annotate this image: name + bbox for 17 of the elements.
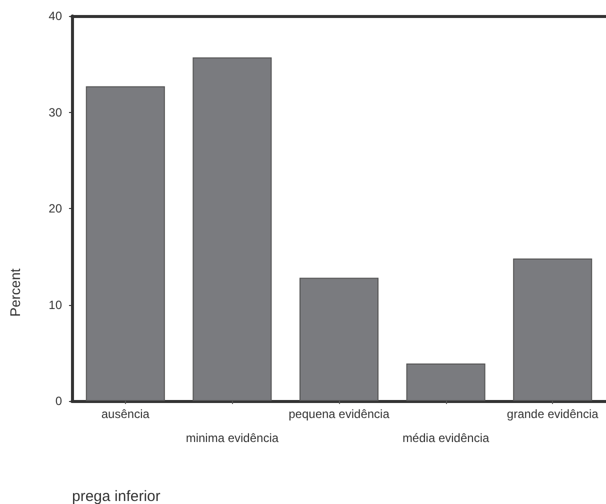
y-tick-label: 10	[48, 298, 62, 312]
y-tick-label: 20	[48, 202, 62, 216]
bar	[513, 258, 592, 401]
y-tick-label: 40	[48, 9, 62, 23]
y-axis-title: Percent	[7, 268, 23, 317]
bar	[86, 86, 165, 401]
y-tick-label: 30	[48, 105, 62, 120]
x-tick-label: minima evidência	[186, 431, 279, 445]
x-tick-label: média evidência	[402, 431, 490, 445]
x-tick-label: ausência	[101, 407, 150, 421]
bar	[406, 363, 486, 401]
x-axis-title: prega inferior	[72, 488, 160, 504]
bar	[299, 278, 379, 401]
x-tick-label: grande evidência	[506, 407, 599, 421]
y-tick-label: 0	[55, 394, 62, 408]
bar	[192, 57, 272, 401]
x-tick-label: pequena evidência	[288, 407, 390, 421]
